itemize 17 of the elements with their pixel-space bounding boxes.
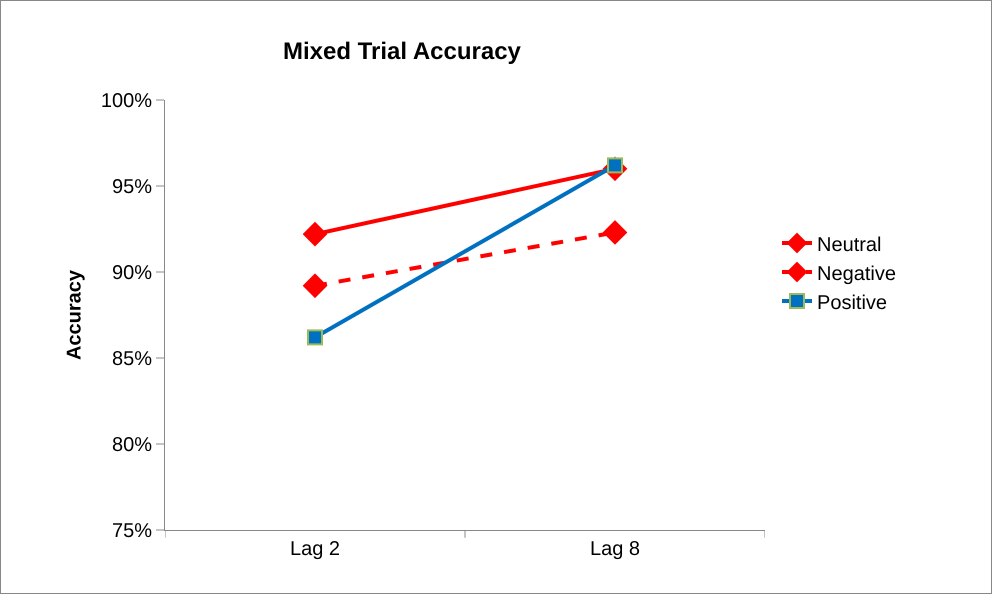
legend-label: Positive	[817, 292, 888, 314]
y-tick-label: 85%	[112, 348, 152, 370]
y-tick-label: 100%	[100, 90, 152, 112]
y-tick-label: 80%	[112, 434, 152, 456]
point	[307, 329, 323, 346]
chart-title: Mixed Trial Accuracy	[283, 38, 522, 66]
y-axis-title: Accuracy	[63, 269, 86, 360]
y-tick-label: 75%	[112, 520, 152, 542]
point	[302, 222, 328, 247]
y-tick-label: 90%	[112, 262, 152, 284]
x-tick-label: Lag 8	[590, 538, 640, 560]
y-tick-label: 95%	[112, 176, 152, 198]
point	[602, 220, 628, 245]
legend-label: Negative	[817, 262, 896, 285]
point	[302, 273, 328, 298]
x-tick-label: Lag 2	[290, 538, 340, 560]
legend-label: Neutral	[817, 234, 882, 256]
